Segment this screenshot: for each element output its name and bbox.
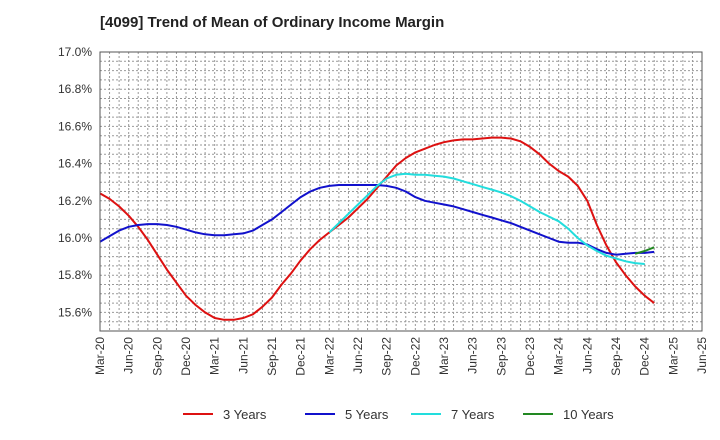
x-tick-label: Mar-24	[552, 337, 566, 375]
y-tick-label: 16.0%	[58, 231, 92, 245]
x-tick-label: Mar-22	[322, 337, 336, 375]
x-tick-label: Dec-22	[408, 337, 422, 376]
x-tick-label: Mar-23	[437, 337, 451, 375]
x-tick-label: Sep-22	[380, 337, 394, 376]
x-tick-label: Jun-23	[466, 337, 480, 374]
y-tick-label: 16.2%	[58, 194, 92, 208]
x-tick-label: Dec-24	[638, 337, 652, 376]
x-tick-label: Sep-20	[150, 337, 164, 376]
x-tick-label: Mar-25	[666, 337, 680, 375]
series-layer	[99, 136, 655, 321]
y-tick-label: 16.6%	[58, 119, 92, 133]
x-tick-label: Jun-21	[236, 337, 250, 374]
y-tick-label: 15.6%	[58, 305, 92, 319]
legend-label-7-years: 7 Years	[451, 407, 495, 422]
x-axis: Mar-20 Jun-20 Sep-20 Dec-20 Mar-21 Jun-21 Sep-…	[93, 337, 709, 376]
x-tick-label: Mar-21	[208, 337, 222, 375]
y-tick-label: 16.8%	[58, 82, 92, 96]
x-tick-label: Jun-25	[695, 337, 709, 374]
grid-layer	[100, 52, 702, 331]
x-tick-label: Sep-21	[265, 337, 279, 376]
series-line-3-years	[99, 136, 655, 321]
x-tick-label: Jun-20	[122, 337, 136, 374]
plot-border	[99, 51, 703, 332]
x-tick-label: Jun-22	[351, 337, 365, 374]
x-tick-label: Dec-23	[523, 337, 537, 376]
series-line-10-years	[634, 246, 655, 255]
chart-title: [4099] Trend of Mean of Ordinary Income …	[100, 14, 445, 31]
x-tick-label: Mar-20	[93, 337, 107, 375]
y-tick-label: 15.8%	[58, 268, 92, 282]
legend-label-10-years: 10 Years	[563, 407, 614, 422]
x-tick-label: Dec-20	[179, 337, 193, 376]
x-tick-label: Sep-24	[609, 337, 623, 376]
y-tick-label: 17.0%	[58, 45, 92, 59]
y-tick-label: 16.4%	[58, 157, 92, 171]
legend: 3 Years 5 Years 7 Years 10 Years	[183, 407, 614, 422]
y-axis: 15.6% 15.8% 16.0% 16.2% 16.4% 16.6% 16.8% 17.0%	[58, 45, 92, 319]
series-line-7-years	[328, 172, 645, 265]
x-tick-label: Sep-23	[494, 337, 508, 376]
x-tick-label: Dec-21	[294, 337, 308, 376]
legend-label-5-years: 5 Years	[345, 407, 389, 422]
legend-label-3-years: 3 Years	[223, 407, 267, 422]
x-tick-label: Jun-24	[580, 337, 594, 374]
